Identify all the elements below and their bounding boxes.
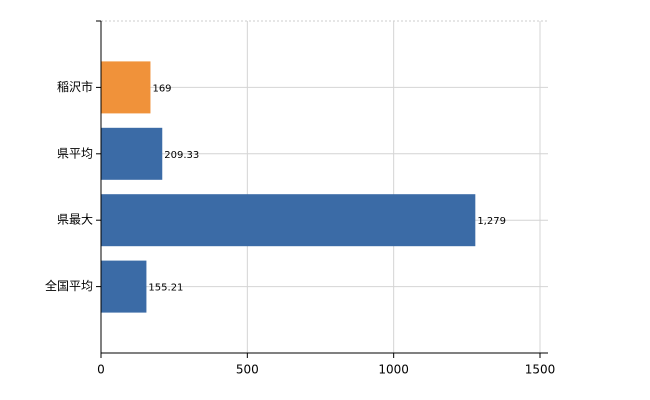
bar	[101, 61, 151, 114]
bar	[101, 194, 476, 247]
y-tick-label: 稲沢市	[57, 79, 93, 94]
y-tick-label: 県最大	[57, 213, 93, 227]
bar	[101, 260, 147, 313]
x-tick-label: 0	[97, 363, 105, 377]
value-label: 209.33	[164, 150, 199, 161]
x-tick-label: 1000	[378, 363, 409, 377]
bar	[101, 127, 163, 180]
value-label: 1,279	[477, 216, 506, 227]
x-tick-label: 1500	[525, 363, 556, 377]
value-label: 169	[152, 83, 171, 94]
x-tick-label: 500	[236, 363, 259, 377]
y-tick-label: 全国平均	[45, 278, 93, 293]
y-tick-label: 県平均	[57, 146, 93, 160]
value-label: 155.21	[148, 283, 183, 294]
